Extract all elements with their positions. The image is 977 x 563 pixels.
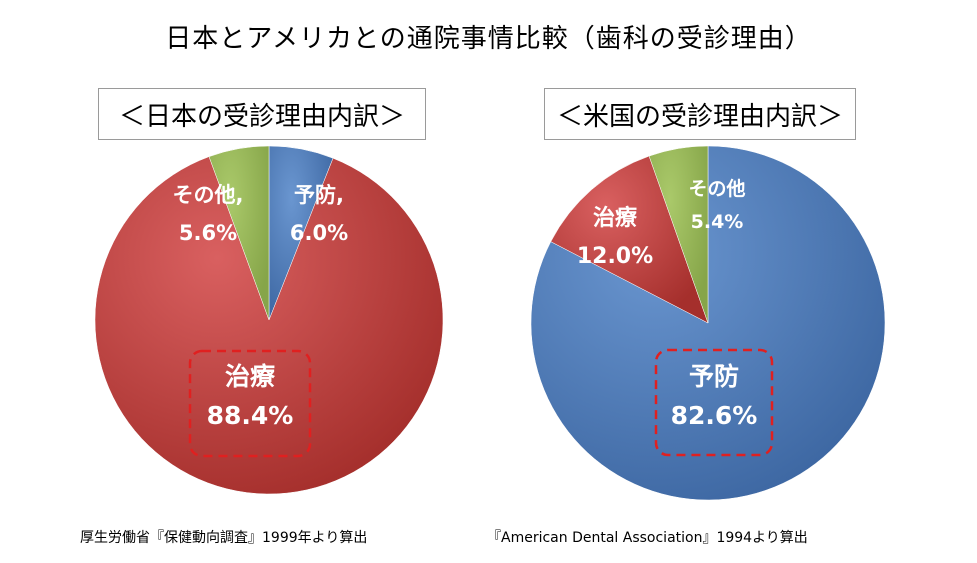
japan-label-treatment-name: 治療 (225, 362, 275, 391)
us-slice-other (648, 145, 709, 324)
us-label-prevention-value: 82.6% (671, 401, 758, 430)
japan-source-note: 厚生労働省『保健動向調査』1999年より算出 (80, 530, 368, 546)
us-label-other-value: 5.4% (691, 211, 744, 233)
us-pie: 予防 82.6% 治療 12.0% その他 5.4% (530, 145, 886, 501)
us-label-other-name: その他 (688, 177, 745, 200)
japan-label-treatment-highlight-box (188, 349, 312, 458)
japan-slice-treatment (94, 156, 444, 495)
japan-label-prevention-name: 予防, (294, 183, 344, 207)
japan-label-prevention-value: 6.0% (290, 221, 348, 245)
japan-label-other-name: その他, (173, 183, 244, 207)
japan-label-treatment-value: 88.4% (207, 401, 294, 430)
japan-chart-title: ＜日本の受診理由内訳＞ (98, 88, 426, 140)
japan-pie: 予防, 6.0% 治療 88.4% その他, 5.6% (94, 145, 444, 495)
page-title: 日本とアメリカとの通院事情比較（歯科の受診理由） (165, 24, 812, 54)
us-slice-treatment (550, 155, 709, 324)
us-chart-title: ＜米国の受診理由内訳＞ (544, 88, 856, 140)
us-label-prevention-highlight-box (654, 348, 774, 457)
japan-label-other-value: 5.6% (179, 221, 237, 245)
us-label-prevention-name: 予防 (689, 362, 739, 391)
us-source-note: 『American Dental Association』1994より算出 (487, 530, 808, 546)
us-label-treatment-value: 12.0% (577, 244, 653, 269)
japan-slice-other (208, 145, 270, 321)
us-label-treatment-name: 治療 (593, 205, 637, 231)
